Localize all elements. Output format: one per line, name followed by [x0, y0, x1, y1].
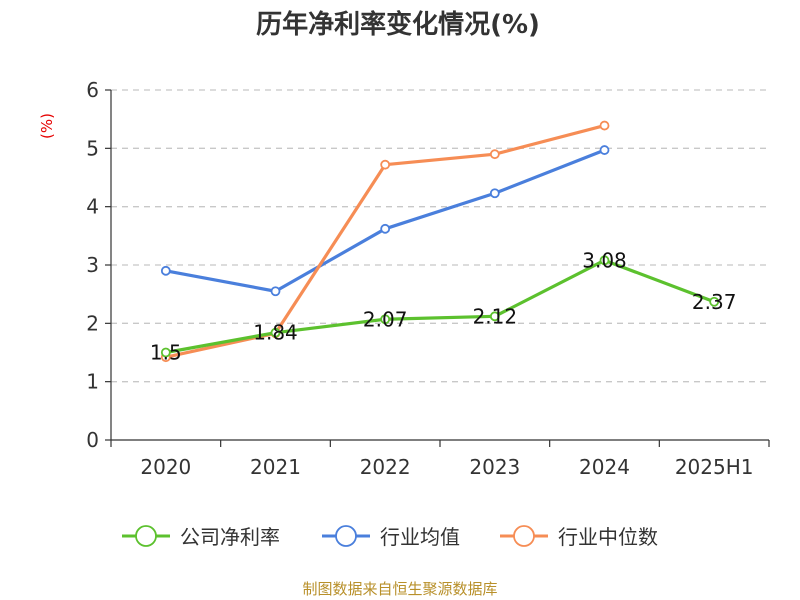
legend-marker [513, 525, 535, 547]
x-tick-label: 2022 [360, 455, 411, 479]
data-point [599, 255, 610, 266]
data-point [160, 347, 171, 358]
data-label: 1.5 [150, 341, 182, 365]
data-point [599, 145, 610, 155]
legend-item: 行业中位数 [500, 525, 658, 549]
data-point [270, 327, 281, 338]
y-tick-label: 6 [86, 78, 99, 102]
y-tick-label: 0 [86, 428, 99, 452]
y-tick-label: 3 [86, 253, 99, 277]
axes: 0 1 2 3 4 5 6 2020 2021 2022 2023 2024 2025H1 [86, 78, 770, 479]
data-labels: 1.5 1.84 2.07 2.12 3.08 2.37 [150, 248, 737, 364]
data-point [489, 311, 500, 322]
data-point [380, 159, 391, 170]
series-line [165, 258, 715, 355]
data-point [709, 296, 720, 307]
series-layer [160, 120, 720, 363]
legend: 公司净利率 行业均值 行业中位数 [122, 525, 658, 549]
legend-item: 公司净利率 [122, 525, 280, 549]
data-point [489, 149, 500, 160]
legend-marker [135, 525, 157, 547]
y-tick-label: 5 [86, 136, 99, 160]
legend-item: 行业均值 [322, 525, 460, 549]
data-point [160, 265, 171, 276]
grid-lines [111, 89, 769, 383]
legend-label: 公司净利率 [180, 525, 280, 549]
legend-label: 行业均值 [380, 525, 460, 549]
legend-marker [335, 525, 357, 547]
data-point [599, 120, 610, 131]
series-line [165, 148, 606, 293]
data-point [380, 223, 391, 234]
data-label: 1.84 [253, 321, 298, 345]
data-label: 2.07 [363, 307, 408, 331]
data-label: 2.12 [473, 304, 518, 328]
legend-label: 行业中位数 [558, 525, 658, 549]
y-tick-label: 2 [86, 311, 99, 335]
data-point [270, 286, 281, 297]
data-point [380, 314, 391, 325]
x-tick-label: 2020 [140, 455, 191, 479]
x-tick-label: 2023 [469, 455, 520, 479]
x-tick-label: 2024 [579, 455, 630, 479]
x-tick-label: 2025H1 [675, 455, 754, 479]
y-tick-label: 4 [86, 195, 99, 219]
source-note: 制图数据来自恒生聚源数据库 [302, 580, 497, 598]
data-label: 2.37 [692, 290, 737, 314]
y-tick-label: 1 [86, 370, 99, 394]
x-tick-label: 2021 [250, 455, 301, 479]
chart-title: 历年净利率变化情况(%) [256, 9, 540, 40]
y-axis-unit: (%) [38, 113, 56, 139]
data-point [489, 188, 500, 199]
data-label: 3.08 [582, 248, 627, 272]
